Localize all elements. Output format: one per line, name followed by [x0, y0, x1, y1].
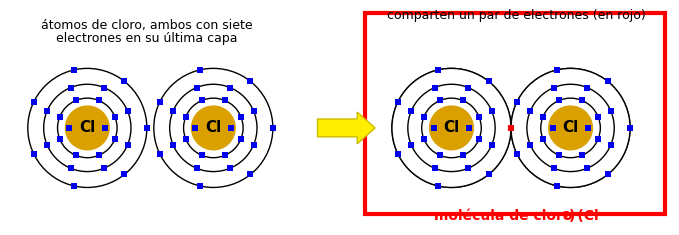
- Circle shape: [540, 98, 600, 158]
- Text: electrones en su última capa: electrones en su última capa: [56, 32, 238, 45]
- Text: comparten un par de electrones (en rojo): comparten un par de electrones (en rojo): [386, 9, 645, 22]
- FancyBboxPatch shape: [365, 13, 665, 214]
- FancyArrow shape: [318, 112, 375, 144]
- Circle shape: [430, 106, 473, 150]
- Text: Cl: Cl: [562, 120, 579, 135]
- Text: Cl: Cl: [205, 120, 221, 135]
- Circle shape: [527, 84, 614, 172]
- Circle shape: [191, 106, 235, 150]
- Text: molécula de cloro (Cl: molécula de cloro (Cl: [434, 209, 598, 223]
- Circle shape: [553, 110, 589, 146]
- Text: Cl: Cl: [443, 120, 460, 135]
- Text: ): ): [568, 209, 575, 223]
- Circle shape: [511, 68, 630, 188]
- Circle shape: [408, 84, 495, 172]
- Circle shape: [422, 98, 481, 158]
- Circle shape: [65, 106, 109, 150]
- Text: 2: 2: [563, 211, 570, 221]
- Circle shape: [549, 106, 592, 150]
- Circle shape: [434, 110, 469, 146]
- Text: átomos de cloro, ambos con siete: átomos de cloro, ambos con siete: [41, 19, 253, 32]
- Circle shape: [392, 68, 511, 188]
- Text: Cl: Cl: [79, 120, 96, 135]
